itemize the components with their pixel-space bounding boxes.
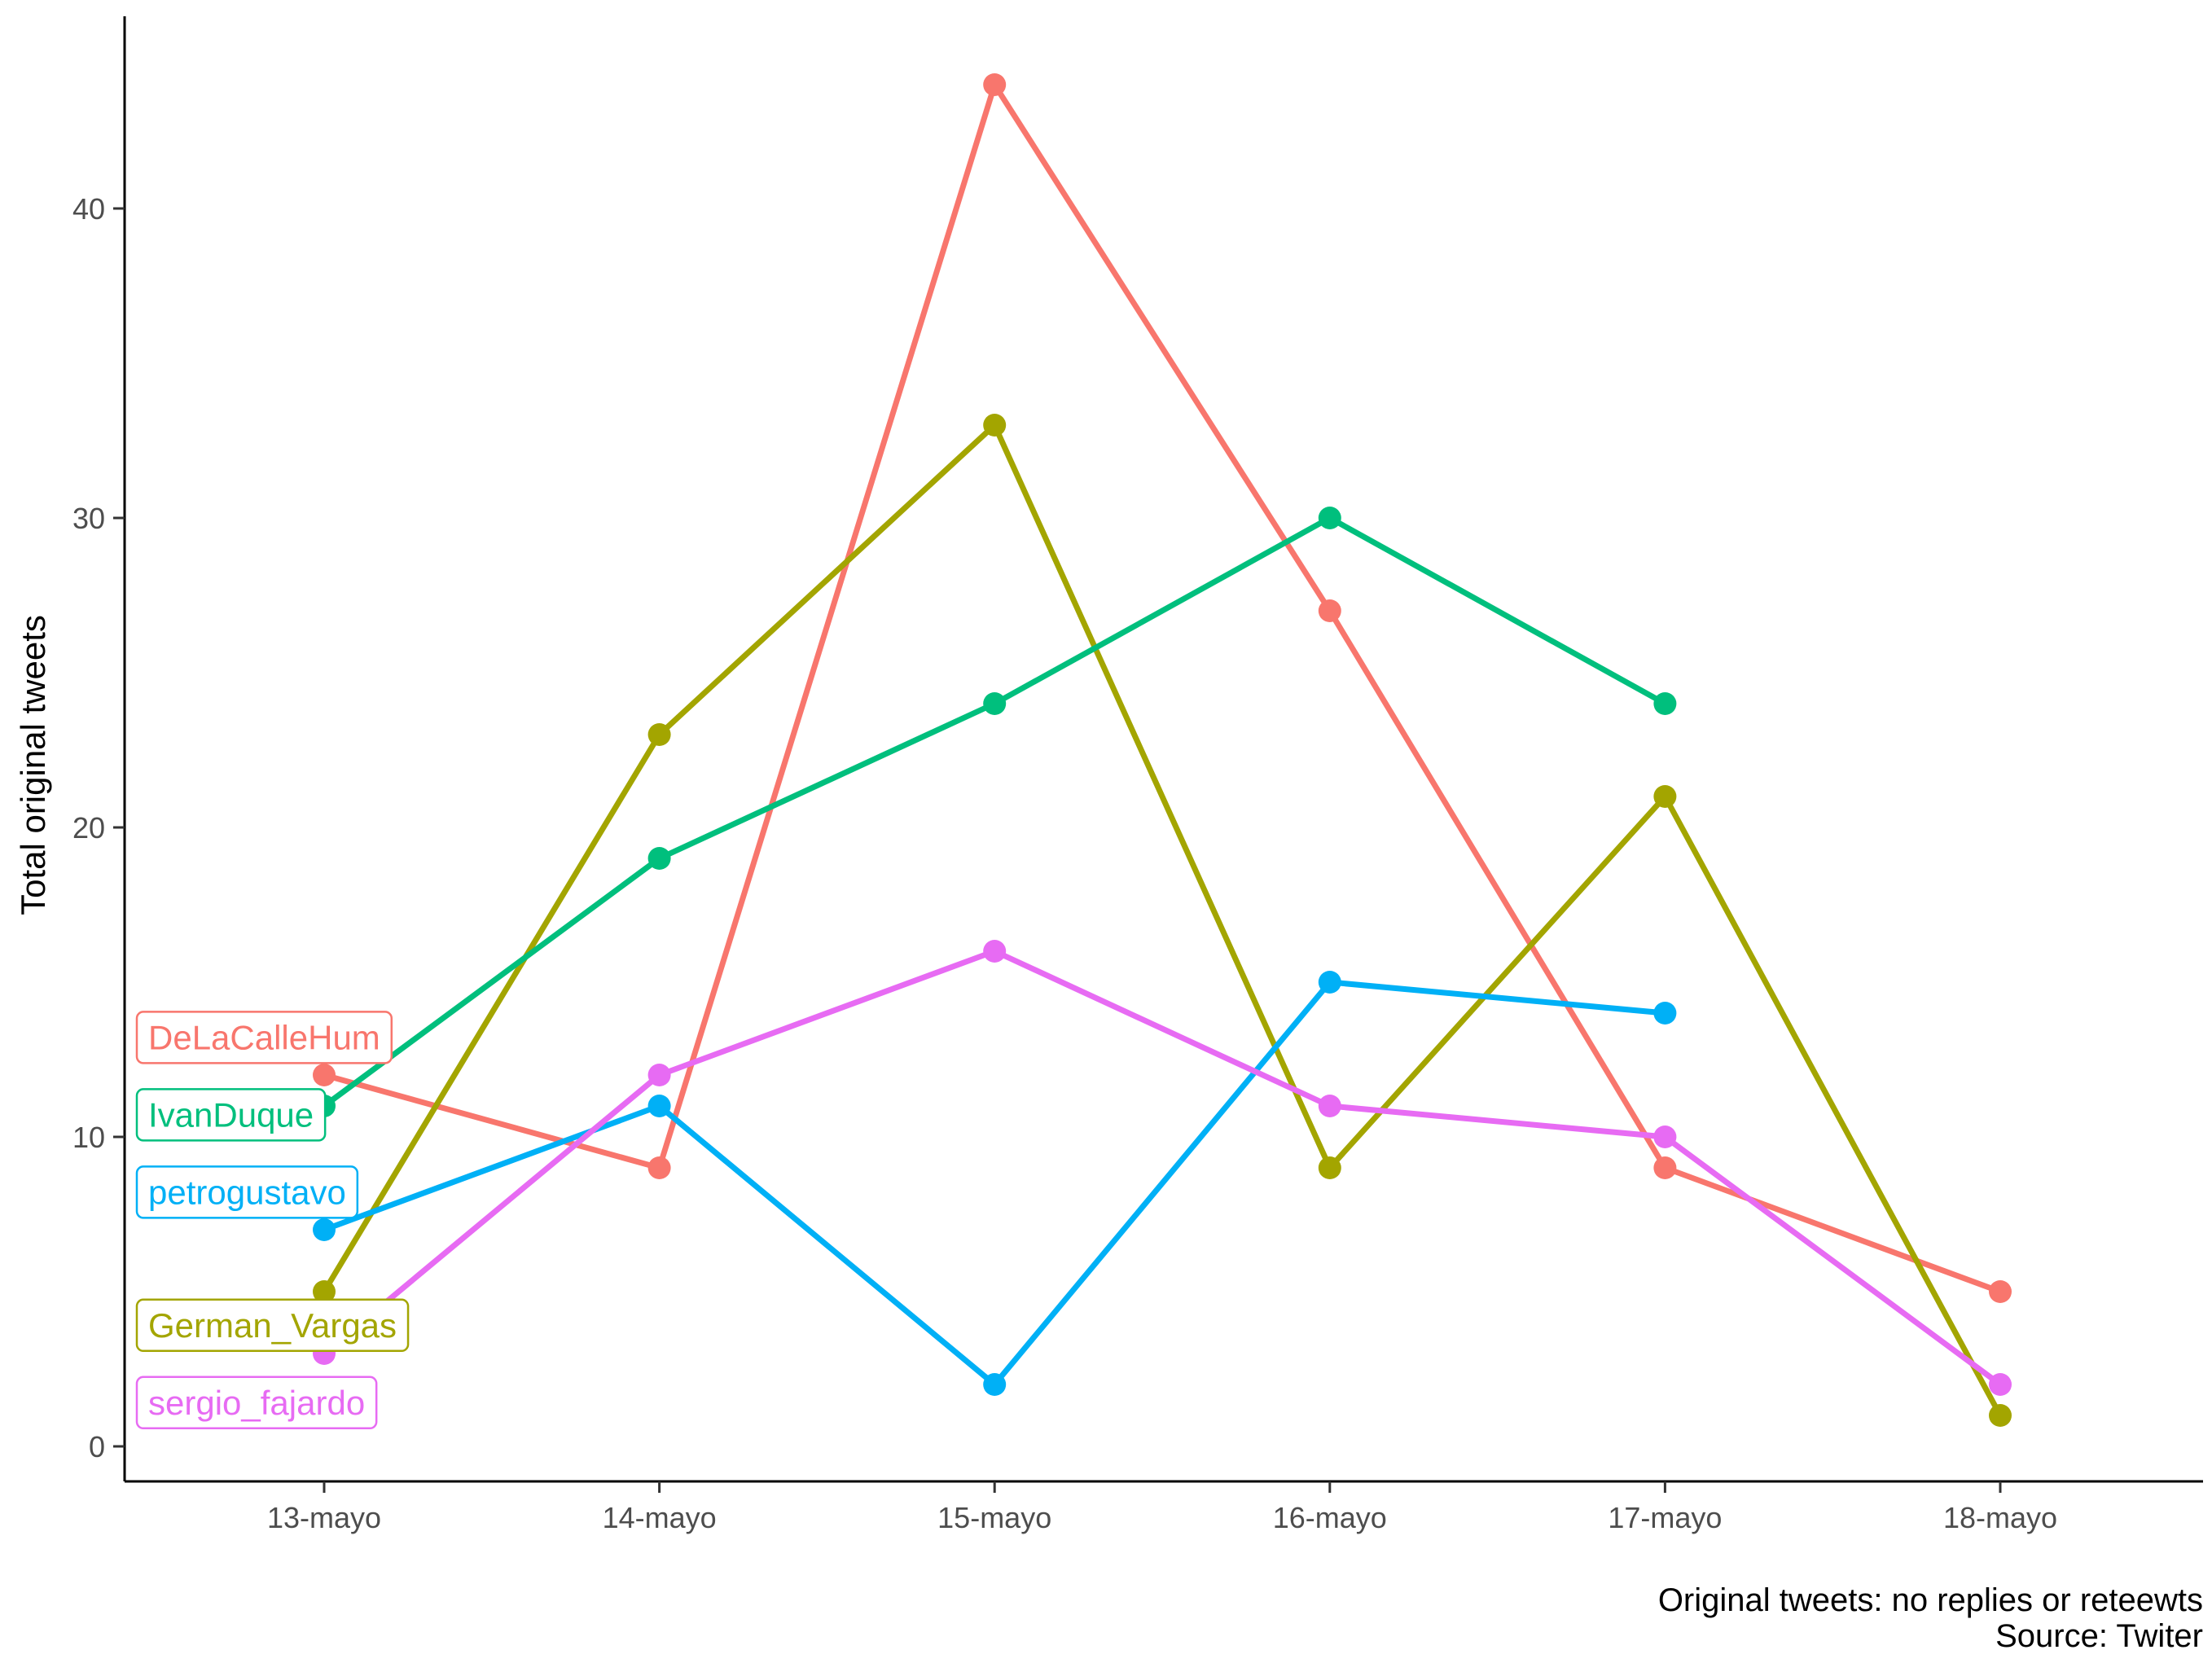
- x-tick-label: 16-mayo: [1273, 1501, 1387, 1534]
- caption-line-2: Source: Twiter: [1995, 1618, 2203, 1654]
- data-point-German_Vargas: [983, 414, 1007, 437]
- series-labels: DeLaCalleHum IvanDuque petrogustavo German_…: [135, 1011, 410, 1430]
- data-point-DeLaCalleHum: [983, 73, 1007, 96]
- series-label-text: petrogustavo: [148, 1173, 346, 1211]
- data-point-DeLaCalleHum: [1318, 599, 1341, 622]
- series-label-sergio_fajardo: sergio_fajardo: [135, 1376, 378, 1430]
- series-label-text: DeLaCalleHum: [148, 1018, 380, 1056]
- series-label-text: German_Vargas: [148, 1306, 397, 1345]
- y-tick-label: 40: [72, 192, 105, 226]
- data-point-IvanDuque: [1318, 507, 1341, 529]
- caption-line-1: Original tweets: no replies or reteewts: [1658, 1582, 2203, 1618]
- x-tick-label: 18-mayo: [1943, 1501, 2057, 1534]
- x-tick-label: 17-mayo: [1608, 1501, 1722, 1534]
- series-label-IvanDuque: IvanDuque: [135, 1088, 327, 1142]
- data-point-IvanDuque: [647, 847, 671, 870]
- y-tick-label: 0: [89, 1430, 105, 1463]
- x-ticks: 13-mayo 14-mayo 15-mayo 16-mayo 17-mayo 18-ma…: [267, 1481, 2057, 1534]
- series-label-text: IvanDuque: [148, 1095, 314, 1134]
- data-point-petrogustavo: [1318, 971, 1341, 994]
- series-line-sergio_fajardo: [321, 948, 2004, 1388]
- data-point-sergio_fajardo: [1318, 1095, 1341, 1117]
- series-label-box: [135, 1088, 327, 1142]
- axes: 0 10 20 30 40 13-mayo 14-mayo 15-mayo 16-mayo 17…: [14, 16, 2203, 1534]
- y-axis-title: Total original tweets: [14, 615, 52, 915]
- data-point-German_Vargas: [1318, 1156, 1341, 1179]
- series-label-text: sergio_fajardo: [148, 1384, 365, 1422]
- data-point-petrogustavo: [1653, 1002, 1677, 1025]
- y-tick-label: 10: [72, 1121, 105, 1154]
- x-tick-label: 15-mayo: [937, 1501, 1051, 1534]
- data-point-DeLaCalleHum: [1653, 1156, 1677, 1179]
- series-label-petrogustavo: petrogustavo: [135, 1165, 359, 1219]
- series-line-German_Vargas: [321, 422, 2004, 1419]
- y-tick-label: 20: [72, 811, 105, 845]
- series-label-German_Vargas: German_Vargas: [135, 1298, 410, 1353]
- data-point-IvanDuque: [983, 692, 1007, 715]
- series-label-box: [135, 1011, 393, 1064]
- data-point-DeLaCalleHum: [647, 1156, 671, 1179]
- x-tick-label: 14-mayo: [603, 1501, 717, 1534]
- y-ticks: 0 10 20 30 40: [72, 192, 125, 1463]
- data-point-sergio_fajardo: [647, 1064, 671, 1086]
- data-point-sergio_fajardo: [1653, 1125, 1677, 1148]
- data-point-IvanDuque: [1653, 692, 1677, 715]
- data-point-DeLaCalleHum: [313, 1064, 336, 1086]
- data-point-petrogustavo: [983, 1373, 1007, 1396]
- data-point-German_Vargas: [1653, 785, 1677, 808]
- x-tick-label: 13-mayo: [267, 1501, 381, 1534]
- y-tick-label: 30: [72, 502, 105, 535]
- series-label-box: [135, 1165, 359, 1219]
- data-point-German_Vargas: [1989, 1404, 2012, 1427]
- data-point-petrogustavo: [313, 1218, 336, 1241]
- series-lines: [321, 81, 2004, 1419]
- series-label-box: [135, 1298, 410, 1353]
- series-points: [313, 73, 2012, 1427]
- series-label-DeLaCalleHum: DeLaCalleHum: [135, 1011, 393, 1064]
- series-line-DeLaCalleHum: [321, 81, 2004, 1295]
- data-point-German_Vargas: [647, 723, 671, 746]
- data-point-sergio_fajardo: [1989, 1373, 2012, 1396]
- data-point-sergio_fajardo: [983, 940, 1007, 963]
- data-point-DeLaCalleHum: [1989, 1280, 2012, 1303]
- data-point-German_Vargas: [313, 1280, 336, 1303]
- data-point-petrogustavo: [647, 1095, 671, 1117]
- series-label-box: [135, 1376, 378, 1430]
